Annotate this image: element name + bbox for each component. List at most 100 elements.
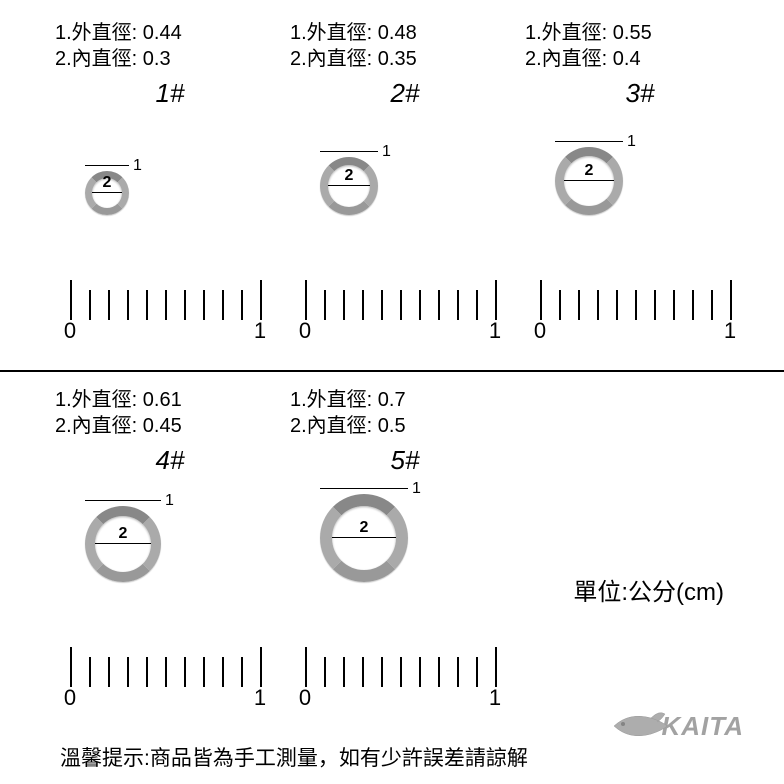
- ring-diagram: 12: [525, 115, 755, 225]
- ruler-tick: [438, 657, 440, 687]
- ruler-tick: [108, 290, 110, 320]
- ruler-tick: [711, 290, 713, 320]
- ring-icon: 2: [85, 171, 129, 215]
- footer-note: 溫馨提示:商品皆為手工測量，如有少許誤差請諒解: [60, 742, 528, 772]
- fish-icon: [609, 708, 669, 744]
- ruler-label-1: 1: [489, 685, 501, 711]
- ruler-tick: [146, 290, 148, 320]
- ruler-tick: [203, 657, 205, 687]
- ring-diagram: 12: [55, 482, 285, 592]
- ruler-tick: [400, 657, 402, 687]
- ruler-tick: [559, 290, 561, 320]
- inner-dim-line: [92, 192, 122, 193]
- ruler-tick: [616, 290, 618, 320]
- ruler-label-0: 0: [64, 685, 76, 711]
- ruler-tick: [343, 290, 345, 320]
- spec-text: 1.外直徑: 0.72.內直徑: 0.5: [290, 387, 520, 439]
- ruler-tick: [260, 280, 262, 320]
- outer-diameter: 1.外直徑: 0.44: [55, 20, 285, 46]
- bottom-row: 單位:公分(cm) 1.外直徑: 0.612.內直徑: 0.454#12011.…: [0, 372, 784, 742]
- ruler-tick: [419, 657, 421, 687]
- ruler-tick: [70, 647, 72, 687]
- spec-text: 1.外直徑: 0.442.內直徑: 0.3: [55, 20, 285, 72]
- inner-dim-line: [328, 185, 370, 186]
- ruler: 01: [540, 270, 730, 320]
- outer-dim-line: [85, 500, 161, 501]
- ring-diagram: 12: [290, 482, 520, 592]
- ruler-tick: [89, 290, 91, 320]
- ruler-tick: [70, 280, 72, 320]
- ruler-tick: [597, 290, 599, 320]
- outer-diameter: 1.外直徑: 0.7: [290, 387, 520, 413]
- ruler-tick: [165, 290, 167, 320]
- ruler-tick: [381, 657, 383, 687]
- outer-dim-line: [320, 151, 378, 152]
- ring-diagram: 12: [55, 115, 285, 225]
- inner-dim-line: [95, 543, 151, 544]
- ruler-tick: [362, 290, 364, 320]
- ruler-tick: [222, 657, 224, 687]
- ruler-tick: [305, 647, 307, 687]
- outer-diameter: 1.外直徑: 0.55: [525, 20, 755, 46]
- ruler-tick: [457, 657, 459, 687]
- spec-text: 1.外直徑: 0.482.內直徑: 0.35: [290, 20, 520, 72]
- marker-2: 2: [345, 167, 354, 185]
- ruler: 01: [305, 637, 495, 687]
- ruler-tick: [241, 657, 243, 687]
- inner-diameter: 2.內直徑: 0.5: [290, 413, 520, 439]
- ruler-tick: [654, 290, 656, 320]
- ruler-tick: [89, 657, 91, 687]
- ruler-tick: [495, 647, 497, 687]
- size-item: 1.外直徑: 0.482.內直徑: 0.35 2# 1 2 0 1: [290, 20, 520, 350]
- ruler-label-0: 0: [299, 318, 311, 344]
- ruler-label-1: 1: [724, 318, 736, 344]
- ruler-tick: [241, 290, 243, 320]
- ring-icon: 2: [320, 494, 408, 582]
- outer-diameter: 1.外直徑: 0.48: [290, 20, 520, 46]
- ruler-tick: [146, 657, 148, 687]
- inner-dim-line: [332, 537, 396, 538]
- ruler: 01: [70, 270, 260, 320]
- ruler-tick: [343, 657, 345, 687]
- size-number: 4#: [55, 445, 285, 476]
- marker-1: 1: [165, 492, 174, 510]
- marker-1: 1: [382, 143, 391, 161]
- ruler-tick: [476, 290, 478, 320]
- ruler-label-1: 1: [489, 318, 501, 344]
- marker-2: 2: [585, 162, 594, 180]
- ruler-tick: [495, 280, 497, 320]
- marker-1: 1: [412, 480, 421, 498]
- ruler-tick: [127, 290, 129, 320]
- inner-diameter: 2.內直徑: 0.45: [55, 413, 285, 439]
- size-number: 3#: [525, 78, 755, 109]
- marker-2: 2: [103, 174, 112, 192]
- ruler-tick: [260, 647, 262, 687]
- ruler-tick: [222, 290, 224, 320]
- ring-icon: 2: [85, 506, 161, 582]
- marker-2: 2: [360, 519, 369, 537]
- ruler-label-0: 0: [534, 318, 546, 344]
- ruler-label-0: 0: [64, 318, 76, 344]
- ruler-tick: [400, 290, 402, 320]
- spec-text: 1.外直徑: 0.552.內直徑: 0.4: [525, 20, 755, 72]
- inner-dim-line: [564, 180, 614, 181]
- ruler: 01: [70, 637, 260, 687]
- size-number: 2#: [290, 78, 520, 109]
- outer-dim-line: [555, 141, 623, 142]
- ruler-tick: [438, 290, 440, 320]
- ruler-tick: [184, 657, 186, 687]
- size-number: 1#: [55, 78, 285, 109]
- ruler-tick: [692, 290, 694, 320]
- ruler-tick: [203, 290, 205, 320]
- ruler-tick: [108, 657, 110, 687]
- ruler-tick: [305, 280, 307, 320]
- unit-label: 單位:公分(cm): [573, 572, 724, 607]
- logo-text: KAITA: [661, 711, 744, 742]
- ruler-label-1: 1: [254, 318, 266, 344]
- size-item: 1.外直徑: 0.612.內直徑: 0.454#1201: [55, 387, 285, 717]
- ring-icon: 2: [555, 147, 623, 215]
- size-number: 5#: [290, 445, 520, 476]
- inner-diameter: 2.內直徑: 0.4: [525, 46, 755, 72]
- inner-diameter: 2.內直徑: 0.35: [290, 46, 520, 72]
- ruler-tick: [324, 657, 326, 687]
